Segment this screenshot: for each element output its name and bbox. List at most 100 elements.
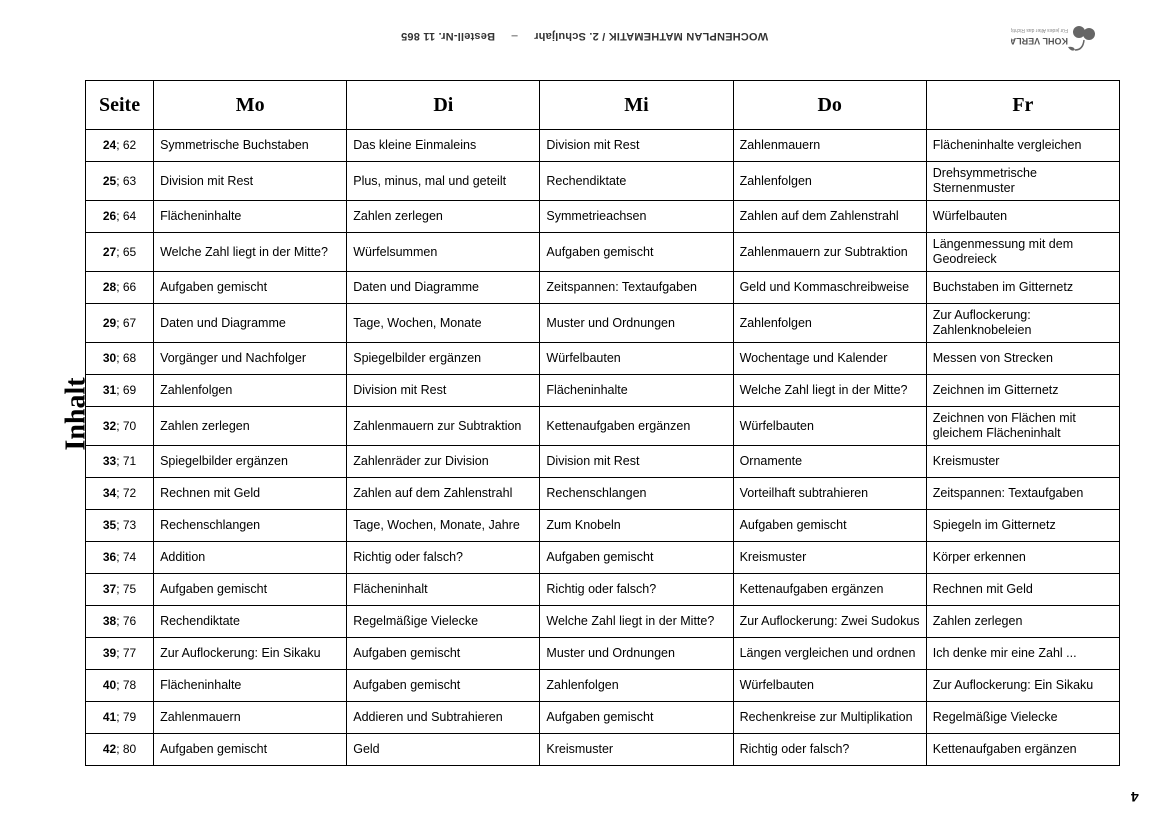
cell-seite: 39; 77 [86, 638, 154, 670]
svg-text:KOHL VERLAG: KOHL VERLAG [1011, 36, 1068, 46]
cell-seite: 30; 68 [86, 343, 154, 375]
cell-mi: Zeitspannen: Textaufgaben [540, 272, 733, 304]
cell-di: Addieren und Subtrahieren [347, 702, 540, 734]
table-header-row: Seite Mo Di Mi Do Fr [86, 81, 1120, 130]
cell-fr: Buchstaben im Gitternetz [926, 272, 1119, 304]
col-do: Do [733, 81, 926, 130]
cell-mo: Aufgaben gemischt [154, 272, 347, 304]
cell-seite: 25; 63 [86, 162, 154, 201]
table-row: 36; 74AdditionRichtig oder falsch?Aufgab… [86, 542, 1120, 574]
col-mo: Mo [154, 81, 347, 130]
cell-do: Würfelbauten [733, 670, 926, 702]
col-di: Di [347, 81, 540, 130]
cell-di: Geld [347, 734, 540, 766]
meta-sep2: – [511, 30, 517, 42]
cell-mo: Flächeninhalte [154, 201, 347, 233]
cell-do: Wochentage und Kalender [733, 343, 926, 375]
col-mi: Mi [540, 81, 733, 130]
cell-mi: Kreismuster [540, 734, 733, 766]
cell-seite: 37; 75 [86, 574, 154, 606]
table-row: 34; 72Rechnen mit GeldZahlen auf dem Zah… [86, 478, 1120, 510]
table-row: 24; 62Symmetrische BuchstabenDas kleine … [86, 130, 1120, 162]
table-row: 29; 67Daten und DiagrammeTage, Wochen, M… [86, 304, 1120, 343]
cell-mo: Welche Zahl liegt in der Mitte? [154, 233, 347, 272]
cell-fr: Zahlen zerlegen [926, 606, 1119, 638]
cell-do: Zahlenmauern zur Subtraktion [733, 233, 926, 272]
meta-sep3 [498, 30, 508, 42]
cell-mi: Richtig oder falsch? [540, 574, 733, 606]
cell-mo: Division mit Rest [154, 162, 347, 201]
cell-mi: Muster und Ordnungen [540, 304, 733, 343]
cell-di: Daten und Diagramme [347, 272, 540, 304]
table-row: 33; 71Spiegelbilder ergänzenZahlenräder … [86, 446, 1120, 478]
cell-fr: Körper erkennen [926, 542, 1119, 574]
table-row: 32; 70Zahlen zerlegenZahlenmauern zur Su… [86, 407, 1120, 446]
cell-mi: Division mit Rest [540, 446, 733, 478]
cell-mo: Rechendiktate [154, 606, 347, 638]
table-row: 35; 73RechenschlangenTage, Wochen, Monat… [86, 510, 1120, 542]
cell-mo: Zahlenfolgen [154, 375, 347, 407]
cell-di: Spiegelbilder ergänzen [347, 343, 540, 375]
cell-mo: Flächeninhalte [154, 670, 347, 702]
cell-mo: Aufgaben gemischt [154, 734, 347, 766]
cell-fr: Kreismuster [926, 446, 1119, 478]
table-row: 25; 63Division mit RestPlus, minus, mal … [86, 162, 1120, 201]
cell-di: Das kleine Einmaleins [347, 130, 540, 162]
cell-mi: Zum Knobeln [540, 510, 733, 542]
col-fr: Fr [926, 81, 1119, 130]
content-table-wrap: Seite Mo Di Mi Do Fr 24; 62Symmetrische … [85, 80, 1120, 766]
table-row: 28; 66Aufgaben gemischtDaten und Diagram… [86, 272, 1120, 304]
cell-di: Zahlen zerlegen [347, 201, 540, 233]
cell-mi: Muster und Ordnungen [540, 638, 733, 670]
cell-seite: 38; 76 [86, 606, 154, 638]
cell-do: Geld und Kommaschreibweise [733, 272, 926, 304]
cell-do: Würfelbauten [733, 407, 926, 446]
svg-text:Für jedes Alter das Richtige: Für jedes Alter das Richtige [1011, 27, 1068, 33]
cell-mo: Rechenschlangen [154, 510, 347, 542]
table-row: 37; 75Aufgaben gemischtFlächeninhaltRich… [86, 574, 1120, 606]
cell-di: Regelmäßige Vielecke [347, 606, 540, 638]
cell-do: Vorteilhaft subtrahieren [733, 478, 926, 510]
cell-fr: Rechnen mit Geld [926, 574, 1119, 606]
table-body: 24; 62Symmetrische BuchstabenDas kleine … [86, 130, 1120, 766]
cell-mo: Spiegelbilder ergänzen [154, 446, 347, 478]
cell-do: Richtig oder falsch? [733, 734, 926, 766]
header-meta: WOCHENPLAN MATHEMATIK / 2. Schuljahr – B… [0, 30, 1169, 42]
cell-mi: Flächeninhalte [540, 375, 733, 407]
cell-di: Flächeninhalt [347, 574, 540, 606]
page: WOCHENPLAN MATHEMATIK / 2. Schuljahr – B… [0, 0, 1169, 827]
page-number: 4 [1131, 789, 1139, 805]
cell-di: Zahlenmauern zur Subtraktion [347, 407, 540, 446]
cell-mi: Würfelbauten [540, 343, 733, 375]
cell-di: Zahlen auf dem Zahlenstrahl [347, 478, 540, 510]
cell-mo: Zahlenmauern [154, 702, 347, 734]
cell-fr: Drehsymmetrische Sternenmuster [926, 162, 1119, 201]
cell-seite: 31; 69 [86, 375, 154, 407]
cell-fr: Messen von Strecken [926, 343, 1119, 375]
cell-seite: 33; 71 [86, 446, 154, 478]
cell-fr: Würfelbauten [926, 201, 1119, 233]
cell-do: Rechenkreise zur Multiplikation [733, 702, 926, 734]
cell-seite: 40; 78 [86, 670, 154, 702]
cell-do: Kettenaufgaben ergänzen [733, 574, 926, 606]
cell-do: Welche Zahl liegt in der Mitte? [733, 375, 926, 407]
table-row: 27; 65Welche Zahl liegt in der Mitte?Wür… [86, 233, 1120, 272]
cell-seite: 34; 72 [86, 478, 154, 510]
cell-seite: 41; 79 [86, 702, 154, 734]
cell-di: Aufgaben gemischt [347, 638, 540, 670]
cell-mi: Aufgaben gemischt [540, 542, 733, 574]
table-row: 42; 80Aufgaben gemischtGeldKreismusterRi… [86, 734, 1120, 766]
cell-mo: Addition [154, 542, 347, 574]
cell-fr: Zur Auflockerung: Ein Sikaku [926, 670, 1119, 702]
cell-mo: Symmetrische Buchstaben [154, 130, 347, 162]
cell-mi: Zahlenfolgen [540, 670, 733, 702]
cell-di: Würfelsummen [347, 233, 540, 272]
cell-seite: 27; 65 [86, 233, 154, 272]
cell-fr: Spiegeln im Gitternetz [926, 510, 1119, 542]
cell-do: Zahlenmauern [733, 130, 926, 162]
cell-mi: Aufgaben gemischt [540, 233, 733, 272]
cell-seite: 29; 67 [86, 304, 154, 343]
cell-seite: 32; 70 [86, 407, 154, 446]
col-seite: Seite [86, 81, 154, 130]
cell-mo: Aufgaben gemischt [154, 574, 347, 606]
